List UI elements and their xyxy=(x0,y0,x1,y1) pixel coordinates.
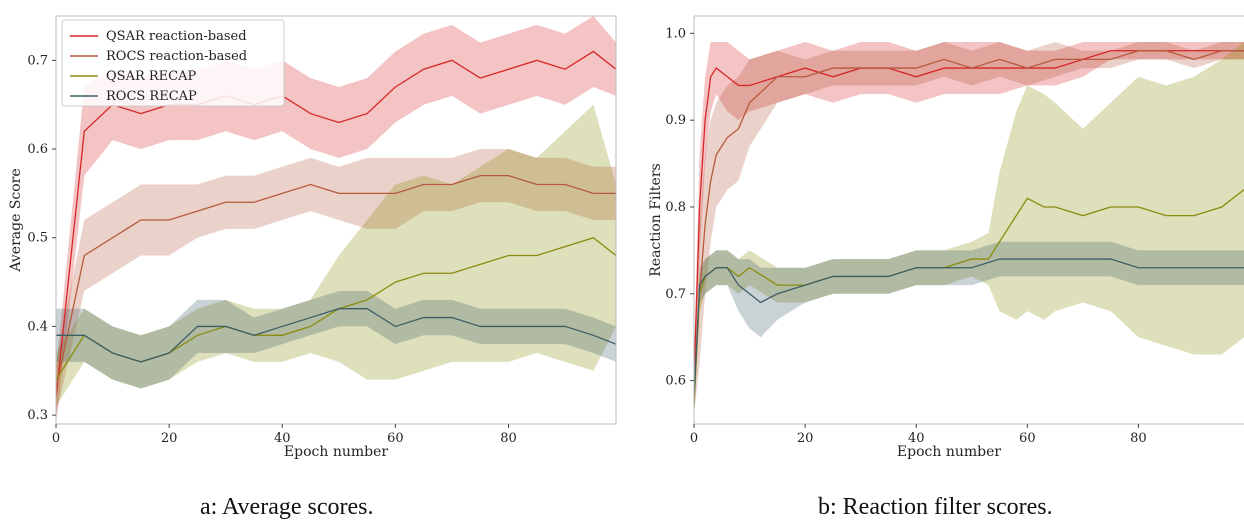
band-qsar-recap xyxy=(56,104,616,407)
y-axis-label: Average Score xyxy=(8,168,24,272)
y-tick-label: 0.8 xyxy=(665,200,686,215)
x-axis-label: Epoch number xyxy=(897,444,1001,460)
axes-frame xyxy=(693,15,1244,425)
line-qsar-recap xyxy=(694,189,1244,407)
legend-box xyxy=(61,19,285,107)
band-rocs-reaction-based xyxy=(56,149,616,416)
y-tick-label: 0.6 xyxy=(27,142,48,157)
legend-label: QSAR reaction-based xyxy=(106,29,247,44)
line-rocs-recap xyxy=(56,308,616,363)
x-tick-label: 80 xyxy=(1130,431,1147,446)
y-tick-label: 0.7 xyxy=(665,287,686,302)
chart-panel-a: 0 20 40 60 80 0.3 0.4 0.5 0.6 0.7 Epoch number Aver… xyxy=(8,15,617,460)
chart-panel-b: 0 20 40 60 80 0.6 0.7 0.8 0.9 1.0 Epoch number Reac… xyxy=(648,15,1244,460)
x-tick-label: 20 xyxy=(797,431,814,446)
line-rocs-recap xyxy=(694,258,1244,398)
line-rocs-reaction-based xyxy=(56,175,616,389)
y-axis-label: Reaction Filters xyxy=(648,163,664,276)
axes-frame xyxy=(55,15,617,425)
caption-a: a: Average scores. xyxy=(200,494,374,520)
band-qsar-recap xyxy=(694,42,1244,416)
caption-b: b: Reaction filter scores. xyxy=(818,494,1053,520)
y-tick-label: 0.7 xyxy=(27,53,48,68)
x-tick-label: 40 xyxy=(274,431,291,446)
x-tick-label: 60 xyxy=(387,431,404,446)
line-qsar-reaction-based xyxy=(56,50,616,398)
band-rocs-recap xyxy=(694,241,1244,407)
x-tick-label: 0 xyxy=(52,431,60,446)
y-tick-label: 0.5 xyxy=(27,231,48,246)
y-tick-label: 0.4 xyxy=(27,319,48,334)
x-tick-label: 0 xyxy=(690,431,698,446)
band-rocs-recap xyxy=(56,290,616,389)
line-qsar-reaction-based xyxy=(694,50,1244,381)
line-rocs-reaction-based xyxy=(694,50,1244,398)
legend-label: QSAR RECAP xyxy=(106,69,196,84)
band-rocs-reaction-based xyxy=(694,42,1244,416)
legend-label: ROCS RECAP xyxy=(106,89,197,104)
y-tick-label: 0.9 xyxy=(665,113,686,128)
y-tick-label: 0.3 xyxy=(27,408,48,423)
x-tick-label: 80 xyxy=(500,431,517,446)
y-tick-label: 1.0 xyxy=(665,26,686,41)
x-tick-label: 40 xyxy=(908,431,925,446)
plot-area xyxy=(56,16,616,424)
x-axis-label: Epoch number xyxy=(284,444,388,460)
band-qsar-reaction-based xyxy=(56,16,616,424)
legend: QSAR reaction-based ROCS reaction-based QS… xyxy=(61,19,285,107)
figure: 0 20 40 60 80 0.3 0.4 0.5 0.6 0.7 Epoch number Aver… xyxy=(8,15,1244,460)
legend-label: ROCS reaction-based xyxy=(106,49,247,64)
band-qsar-reaction-based xyxy=(694,42,1244,398)
plot-area xyxy=(694,42,1244,416)
y-tick-label: 0.6 xyxy=(665,374,686,389)
x-tick-label: 60 xyxy=(1019,431,1036,446)
x-tick-label: 20 xyxy=(161,431,178,446)
